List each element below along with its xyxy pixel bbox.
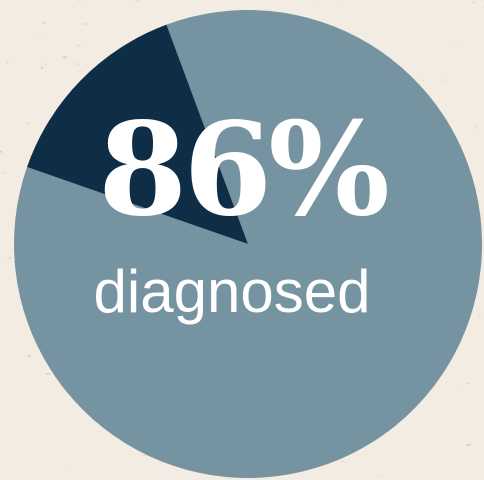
texture-speck <box>25 122 30 125</box>
texture-speck <box>142 455 147 456</box>
texture-speck <box>341 460 345 463</box>
texture-speck <box>5 61 9 64</box>
texture-speck <box>478 315 481 318</box>
pie-slice-diagnosed <box>14 10 483 479</box>
caption-label: diagnosed <box>93 258 371 325</box>
texture-speck <box>39 32 42 34</box>
texture-speck <box>76 44 81 47</box>
texture-speck <box>135 0 139 2</box>
texture-speck <box>40 66 44 70</box>
texture-speck <box>69 465 72 468</box>
texture-speck <box>341 6 344 7</box>
texture-speck <box>7 256 13 259</box>
texture-speck <box>475 125 477 129</box>
texture-speck <box>456 384 460 386</box>
texture-speck <box>82 22 89 26</box>
texture-speck <box>77 0 82 1</box>
texture-speck <box>444 79 447 82</box>
texture-speck <box>62 56 68 59</box>
texture-speck <box>1 171 6 174</box>
percentage-value: 86% <box>98 95 390 245</box>
texture-speck <box>316 3 318 5</box>
texture-speck <box>466 443 472 446</box>
texture-speck <box>27 354 31 357</box>
texture-speck <box>75 63 80 66</box>
texture-speck <box>473 1 475 4</box>
pie-slice-undiagnosed <box>27 24 248 245</box>
texture-speck <box>45 373 51 375</box>
texture-speck <box>464 382 471 384</box>
texture-speck <box>42 21 46 24</box>
texture-speck <box>380 474 382 477</box>
texture-speck <box>79 70 82 73</box>
texture-speck <box>422 79 424 82</box>
texture-speck <box>455 42 458 44</box>
texture-speck <box>44 63 47 66</box>
texture-speck <box>0 150 3 153</box>
pie-slices <box>14 10 483 479</box>
